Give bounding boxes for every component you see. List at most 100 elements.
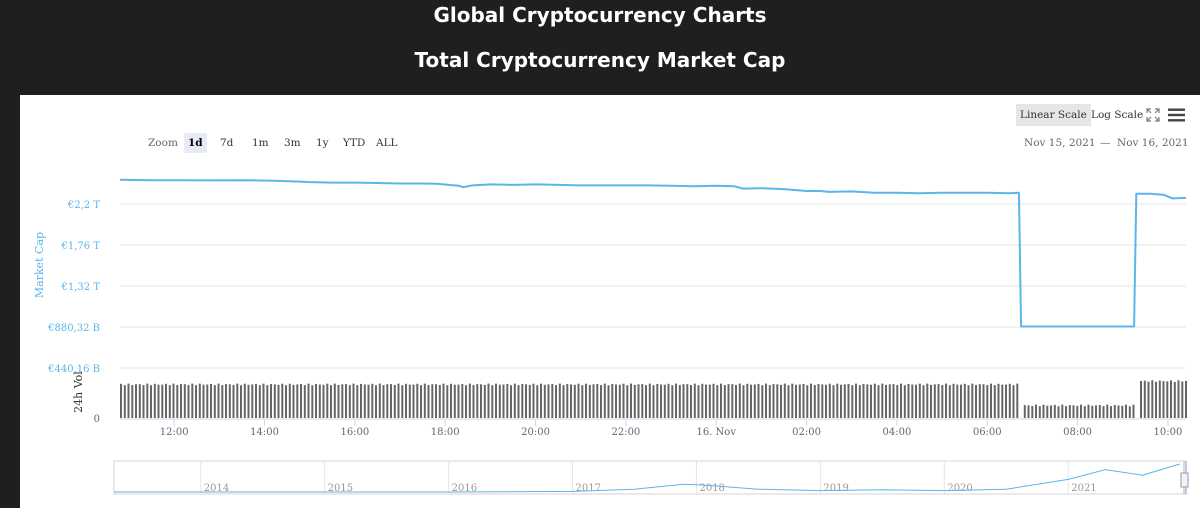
zoom-button-1y[interactable]: 1y [316,137,329,149]
volume-bar [532,383,535,418]
volume-bar [172,383,175,418]
volume-bar [348,385,351,418]
y-axis-title: Market Cap [33,232,46,298]
volume-bar [483,384,486,418]
volume-bar [1177,380,1180,418]
volume-bar [307,383,310,418]
volume-bar [1008,383,1011,418]
volume-bar [600,385,602,418]
zoom-button-3m[interactable]: 3m [284,137,301,149]
navigator-line [114,463,1180,493]
volume-bar [907,383,910,418]
volume-bar [255,383,257,418]
volume-bar [1035,404,1037,418]
hamburger-menu-icon[interactable] [1168,108,1185,122]
volume-bar [333,383,336,418]
volume-bar [1098,405,1101,418]
volume-bar [1113,405,1116,418]
volume-bar [1158,380,1161,418]
volume-bar [393,385,396,418]
volume-bar [862,384,865,418]
navigator-tick-label: 2021 [1071,483,1096,494]
volume-bar [495,383,497,418]
volume-bar [506,383,509,418]
zoom-button-1d[interactable]: 1d [184,133,207,153]
x-tick-label: 06:00 [973,427,1002,438]
volume-bar [150,385,152,418]
volume-bar [1068,405,1071,418]
range-to-date[interactable]: Nov 16, 2021 [1117,137,1189,149]
volume-bar [735,385,737,418]
volume-bar [971,383,974,418]
range-from-date[interactable]: Nov 15, 2021 [1024,137,1096,149]
zoom-button-all[interactable]: ALL [376,137,398,149]
volume-bar [622,383,625,418]
volume-bar [941,385,944,418]
volume-bar [1121,405,1124,418]
volume-bar [663,384,666,418]
volume-bar [1057,406,1060,418]
volume-bar [1102,406,1105,418]
volume-bar [693,383,696,418]
volume-bar [708,384,711,418]
chart-panel [20,95,1200,508]
volume-bar [577,383,580,418]
volume-bar [956,384,959,418]
y-tick-label: €440,16 B [47,364,100,375]
volume-bar [435,384,437,418]
volume-bar [716,385,719,418]
volume-bar [337,384,340,418]
navigator-tick-label: 2014 [204,483,229,494]
volume-bar [645,385,647,418]
volume-bar [813,385,816,418]
volume-bar [761,385,764,418]
volume-bar [480,384,482,418]
volume-bar [277,384,280,418]
linear-scale-button[interactable]: Linear Scale [1016,104,1091,126]
volume-bar [1016,383,1019,418]
volume-bar [1106,404,1109,418]
volume-bar [540,383,542,418]
volume-bar [528,384,531,418]
volume-bar [356,385,359,418]
volume-bar [386,384,389,418]
volume-bar [1110,406,1112,418]
x-tick-label: 16:00 [340,427,369,438]
volume-bar [727,384,730,418]
volume-bar [896,385,899,418]
volume-bar [491,385,494,418]
volume-bar [918,383,921,418]
volume-bar [705,384,707,418]
x-tick-label: 20:00 [521,427,550,438]
volume-bar [416,383,419,418]
zoom-button-7d[interactable]: 7d [220,137,234,149]
volume-bar [551,384,554,418]
volume-bar [476,384,479,418]
volume-bar [296,384,299,418]
volume-bar [641,384,644,418]
volume-bar [903,385,906,418]
volume-bar [1046,405,1049,418]
volume-bar [1185,380,1187,418]
volume-bar [187,384,190,418]
volume-bar [202,384,205,418]
volume-bar [1012,385,1015,418]
zoom-button-1m[interactable]: 1m [252,137,269,149]
volume-bar [746,383,749,418]
volume-bar [232,384,235,418]
volume-bar [397,383,400,418]
volume-bar [1173,381,1176,418]
fullscreen-icon[interactable] [1146,108,1160,122]
volume-bar [360,383,362,418]
volume-bar [510,385,512,418]
volume-bar [1027,405,1030,418]
volume-bar [851,385,854,418]
volume-bar [1005,384,1007,418]
volume-bar [806,385,809,418]
volume-bar [783,383,786,418]
log-scale-button[interactable]: Log Scale [1091,109,1144,121]
volume-bar [1053,404,1056,418]
volume-bar [881,383,884,418]
volume-bar [1143,380,1146,418]
zoom-button-ytd[interactable]: YTD [343,137,366,149]
